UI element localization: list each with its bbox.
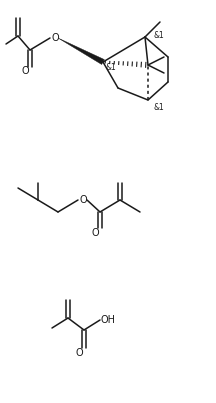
Text: O: O (79, 195, 87, 205)
Text: &1: &1 (153, 104, 164, 112)
Text: O: O (21, 66, 29, 76)
Text: &1: &1 (106, 64, 117, 73)
Text: O: O (51, 33, 59, 43)
Polygon shape (58, 38, 104, 64)
Text: OH: OH (100, 315, 116, 325)
Text: &1: &1 (153, 31, 164, 39)
Text: O: O (75, 348, 83, 358)
Text: O: O (91, 228, 99, 238)
